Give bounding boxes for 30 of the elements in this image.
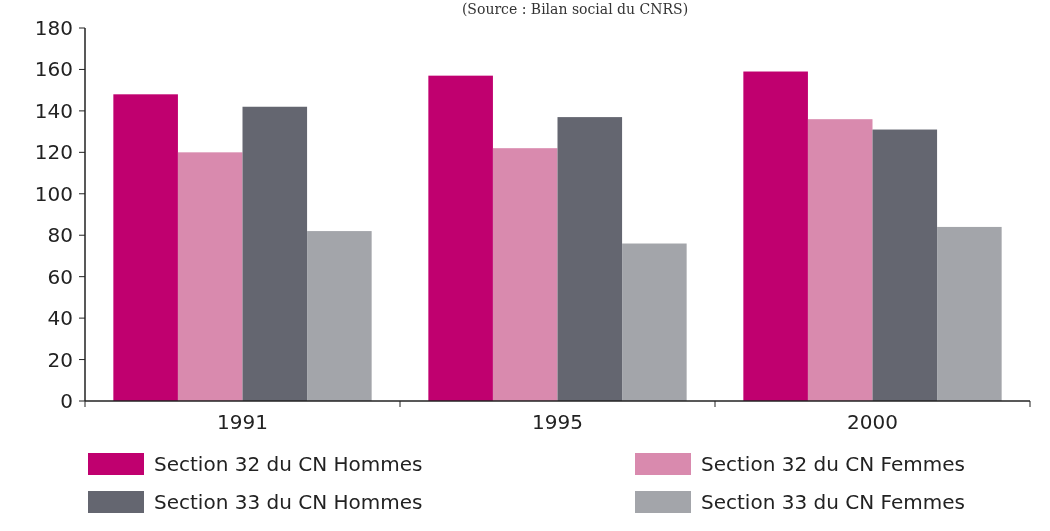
y-tick-label: 140 bbox=[34, 98, 73, 123]
bar bbox=[937, 226, 1002, 401]
y-tick-label: 0 bbox=[60, 389, 73, 413]
y-tick-label: 160 bbox=[34, 57, 73, 82]
y-tick-label: 180 bbox=[34, 16, 73, 40]
bar bbox=[113, 94, 178, 401]
bar bbox=[872, 129, 938, 401]
x-tick-label: 1995 bbox=[532, 410, 583, 434]
bar bbox=[428, 75, 493, 401]
chart-title: (Source : Bilan social du CNRS) bbox=[461, 1, 689, 17]
bar bbox=[622, 243, 687, 401]
bar bbox=[743, 71, 808, 401]
bar bbox=[492, 148, 558, 401]
legend-label: Section 33 du CN Hommes bbox=[154, 490, 423, 514]
bar bbox=[307, 231, 372, 401]
y-tick-label: 20 bbox=[47, 347, 73, 372]
bar bbox=[242, 106, 308, 401]
bar bbox=[177, 152, 243, 401]
y-tick-label: 100 bbox=[34, 181, 73, 206]
x-tick-label: 2000 bbox=[847, 410, 898, 434]
y-tick-label: 40 bbox=[47, 306, 73, 331]
legend-label: Section 32 du CN Hommes bbox=[154, 452, 423, 476]
y-tick-label: 80 bbox=[47, 223, 73, 248]
y-tick-label: 120 bbox=[34, 140, 73, 165]
bar bbox=[557, 117, 623, 401]
legend-label: Section 33 du CN Femmes bbox=[701, 490, 965, 514]
x-tick-label: 1991 bbox=[217, 410, 268, 434]
bar bbox=[807, 119, 873, 401]
y-tick-label: 60 bbox=[47, 264, 73, 289]
legend-label: Section 32 du CN Femmes bbox=[701, 452, 965, 476]
